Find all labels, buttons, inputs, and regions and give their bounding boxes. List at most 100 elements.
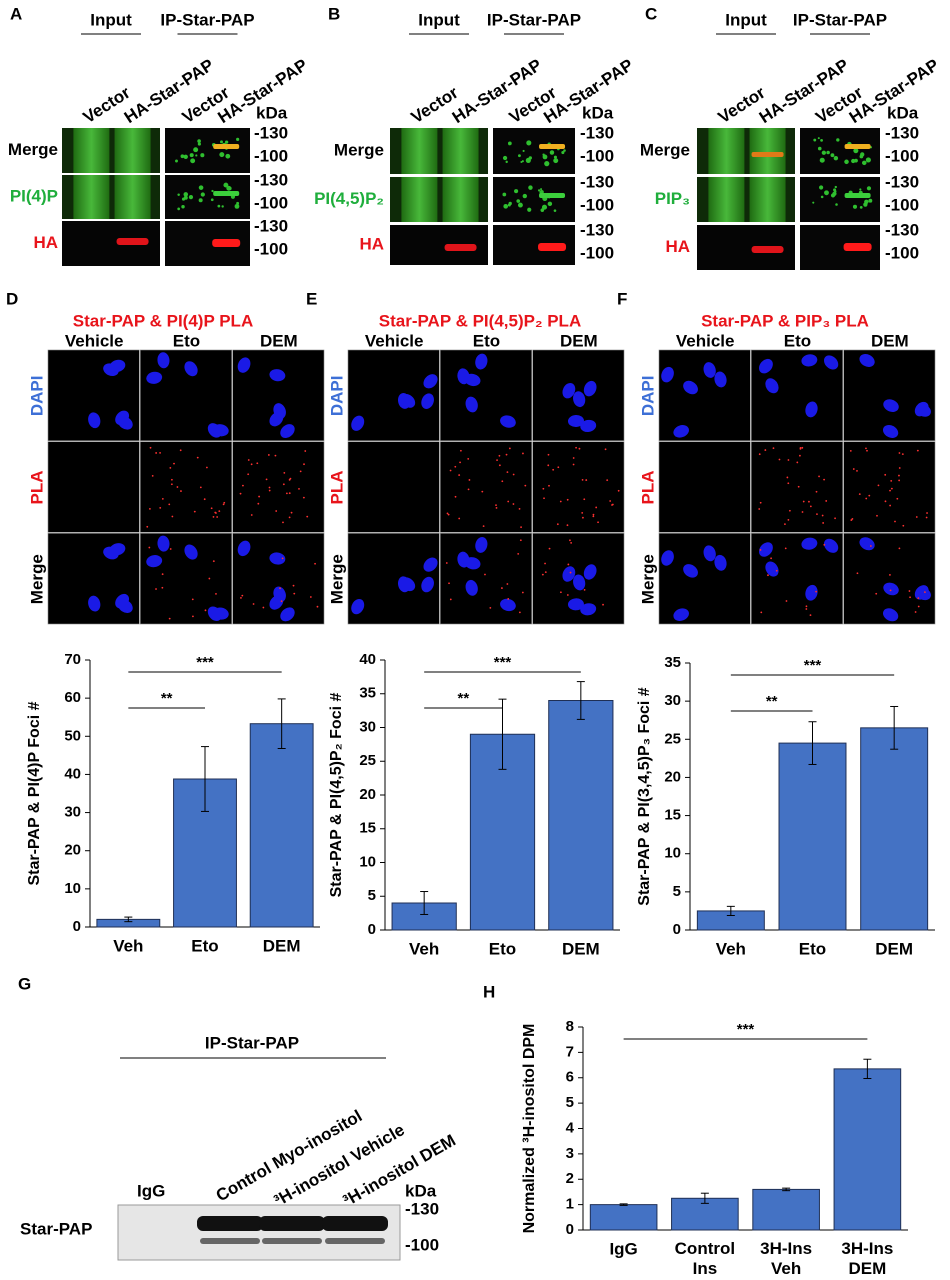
speck: [224, 140, 229, 144]
pla-dot: [914, 611, 917, 613]
pla-dot: [170, 478, 173, 481]
pla-dot: [585, 479, 588, 481]
lane-smear: [401, 177, 438, 222]
micrograph: [232, 441, 325, 533]
pla-dot: [865, 447, 867, 450]
nucleus: [475, 353, 488, 370]
pla-dot: [518, 611, 521, 614]
band: [844, 144, 871, 149]
pla-dot: [458, 474, 461, 476]
pla-dot: [898, 479, 901, 482]
pla-dot: [265, 478, 268, 481]
unit-label: kDa: [582, 103, 614, 122]
pla-dot: [823, 478, 826, 481]
significance-label: **: [766, 693, 778, 710]
pla-dot: [247, 473, 250, 476]
speck: [217, 204, 221, 208]
speck: [817, 137, 820, 140]
blot-ip: [493, 128, 575, 174]
column-label: DEM: [560, 331, 598, 350]
marker-label: -130: [885, 172, 919, 191]
pla-dot: [823, 543, 826, 546]
pla-dot: [522, 452, 524, 455]
marker-label: -100: [254, 146, 288, 165]
nucleus: [464, 557, 481, 570]
pla-dot: [884, 500, 887, 503]
pla-dot: [302, 496, 305, 499]
pla-dot: [866, 449, 868, 452]
nucleus: [801, 354, 818, 367]
y-tick-label: 4: [566, 1119, 575, 1136]
blot-ip: [165, 175, 250, 219]
speck: [819, 185, 824, 190]
y-tick-label: 25: [359, 752, 376, 769]
speck: [820, 195, 824, 199]
error-bar: [498, 698, 507, 770]
error-bar: [700, 1192, 709, 1204]
speck: [528, 185, 533, 190]
pla-dot: [242, 484, 244, 487]
pla-dot: [161, 573, 164, 576]
y-tick-label: 10: [64, 880, 81, 897]
pla-dot: [448, 582, 450, 585]
pla-dot: [544, 562, 546, 565]
speck: [820, 139, 823, 142]
marker-label: -130: [405, 1199, 439, 1218]
pla-dot: [161, 586, 164, 589]
pla-dot: [856, 572, 859, 575]
pla-dot: [196, 456, 199, 459]
speck: [553, 158, 559, 164]
marker-label: -130: [885, 220, 919, 239]
pla-dot: [250, 463, 253, 466]
pla-dot: [758, 508, 761, 510]
group-label: Input: [418, 10, 460, 29]
nucleus: [714, 371, 727, 388]
pla-dot: [240, 596, 242, 599]
pla-dot: [581, 511, 584, 514]
nucleus: [398, 576, 411, 593]
pla-dot: [917, 597, 920, 600]
pla-dot: [495, 506, 498, 509]
lane-label: IgG: [137, 1181, 165, 1200]
micrograph: [658, 349, 751, 441]
speck: [824, 190, 829, 196]
pla-dot: [484, 573, 486, 576]
pla-dot: [281, 557, 284, 560]
pla-dot: [799, 454, 801, 457]
speck: [549, 150, 555, 155]
pla-dot: [299, 470, 302, 473]
y-tick-label: 2: [566, 1170, 574, 1187]
micrograph: [751, 441, 843, 533]
pla-dot: [802, 500, 805, 503]
pla-dot: [569, 539, 571, 542]
pla-dot: [288, 516, 291, 519]
pla-dot: [208, 577, 211, 580]
pla-dot: [604, 448, 607, 451]
x-tick-label: Veh: [409, 939, 439, 958]
gel-blot: [117, 1204, 401, 1261]
panel-letter: G: [18, 974, 31, 993]
panel-title: Star-PAP & PI(4,5)P₂ PLA: [379, 311, 581, 330]
pla-dot: [775, 569, 778, 572]
pla-dot: [449, 469, 452, 472]
pla-dot: [758, 453, 761, 456]
pla-dot: [617, 489, 620, 492]
pla-dot: [212, 516, 215, 518]
pla-dot: [609, 500, 612, 502]
marker-label: -130: [580, 220, 614, 239]
pla-dot: [578, 447, 581, 450]
pla-dot: [304, 450, 307, 452]
y-tick-label: 15: [664, 807, 681, 824]
pla-dot: [498, 464, 501, 467]
speck: [188, 195, 194, 200]
pla-dot: [816, 513, 818, 516]
marker-label: -100: [885, 195, 919, 214]
speck: [219, 152, 225, 158]
row-label: DAPI: [638, 376, 657, 417]
pla-dot: [250, 514, 253, 516]
speck: [830, 193, 836, 198]
nucleus: [421, 576, 434, 593]
pla-dot: [285, 492, 288, 495]
y-tick-label: 30: [664, 692, 681, 709]
pla-dot: [877, 484, 880, 487]
